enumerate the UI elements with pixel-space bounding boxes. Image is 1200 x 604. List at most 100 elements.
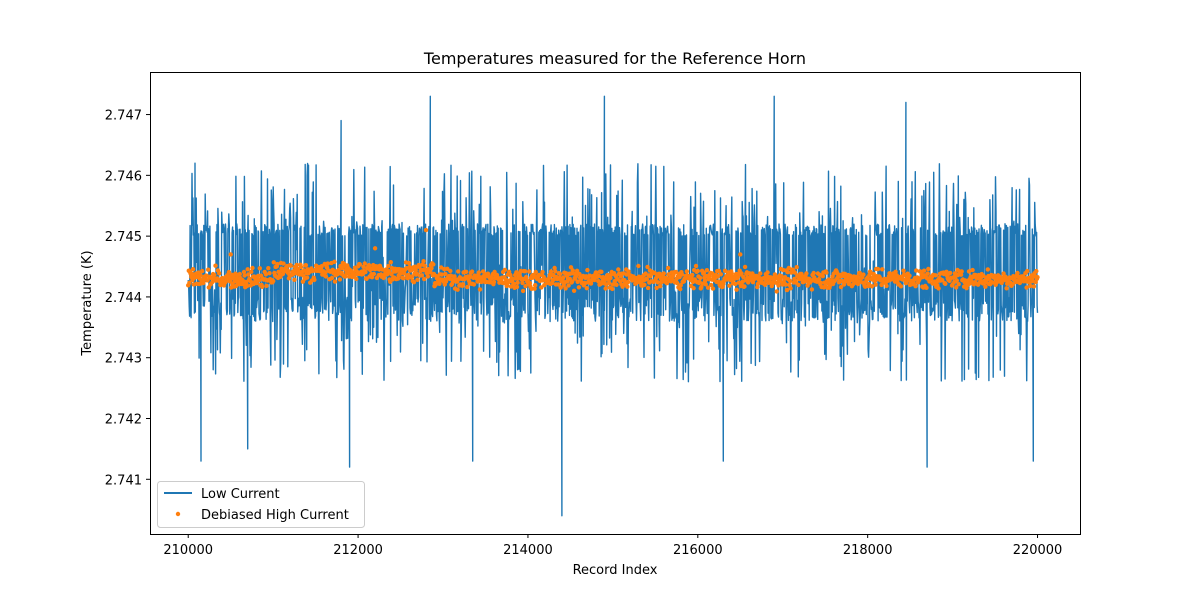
x-tick-label: 210000 <box>163 543 213 558</box>
data-point-high-current <box>603 286 608 291</box>
data-point-high-current <box>304 275 310 280</box>
data-point-high-current <box>884 283 889 289</box>
data-point-high-current <box>556 282 561 287</box>
data-point-high-current <box>260 284 265 289</box>
data-point-high-current <box>329 275 335 281</box>
data-point-high-current <box>476 270 481 275</box>
data-point-high-current <box>213 263 218 268</box>
data-point-high-current <box>875 266 881 272</box>
data-point-high-current <box>787 282 792 288</box>
y-tick-label: 2.746 <box>105 169 142 184</box>
data-point-high-current <box>678 286 683 292</box>
data-point-high-current <box>739 271 744 276</box>
data-point-high-current <box>966 269 972 274</box>
data-point-high-current <box>421 259 426 264</box>
data-point-high-current <box>409 274 415 279</box>
data-point-high-current <box>386 263 391 269</box>
data-point-high-current <box>303 263 309 268</box>
data-point-high-current <box>527 269 532 274</box>
data-point-high-current <box>439 272 444 277</box>
data-point-high-current <box>661 271 666 276</box>
data-point-high-current <box>395 276 401 281</box>
data-point-high-current <box>710 286 716 291</box>
data-point-high-current <box>443 271 448 277</box>
data-point-high-current <box>809 287 815 292</box>
y-axis: 2.741 2.742 2.743 2.744 2.745 2.746 2.747 <box>105 109 150 488</box>
data-point-high-current <box>250 265 255 271</box>
data-point-high-current <box>388 260 393 265</box>
data-point-high-current <box>371 271 377 277</box>
data-point-high-current <box>824 270 829 275</box>
data-point-high-current <box>560 275 566 280</box>
data-point-high-current <box>200 268 205 274</box>
data-point-high-current <box>933 273 938 278</box>
data-point-high-current <box>736 280 742 285</box>
data-point-high-current <box>735 275 740 280</box>
data-point-high-current <box>226 269 232 275</box>
data-point-high-current <box>818 280 824 286</box>
data-point-high-current <box>286 268 291 274</box>
data-point-high-current <box>477 287 483 292</box>
data-point-high-current <box>1031 284 1037 289</box>
data-point-high-current <box>527 280 532 286</box>
data-point-high-current <box>741 274 746 280</box>
data-point-high-current <box>1034 268 1039 274</box>
data-point-high-current <box>533 269 538 275</box>
data-point-high-current <box>1004 286 1009 291</box>
x-tick-label: 212000 <box>333 543 383 558</box>
data-point-high-current <box>710 271 715 276</box>
data-point-high-current <box>701 270 707 275</box>
data-point-high-current <box>217 271 222 276</box>
data-point-high-current <box>907 273 912 278</box>
data-point-high-current <box>985 267 990 272</box>
data-point-high-current <box>733 281 738 287</box>
data-point-high-current <box>1028 283 1033 289</box>
x-tick-label: 220000 <box>1013 543 1063 558</box>
data-point-high-current <box>520 280 525 286</box>
data-point-high-current <box>288 263 293 268</box>
data-point-high-current <box>645 285 651 291</box>
y-tick-label: 2.744 <box>105 291 142 306</box>
data-point-high-current <box>698 275 703 281</box>
data-point-high-current <box>201 280 206 286</box>
data-point-high-current <box>577 271 582 277</box>
data-point-high-current <box>893 269 898 274</box>
data-point-high-current <box>742 264 748 270</box>
data-point-high-current <box>406 260 412 266</box>
data-point-high-current <box>363 269 368 275</box>
data-point-high-current <box>332 279 338 284</box>
data-point-high-current <box>325 261 330 266</box>
data-point-high-current <box>422 263 427 268</box>
data-point-high-current <box>792 270 798 275</box>
data-point-high-current <box>959 269 964 274</box>
data-point-high-current <box>552 265 557 271</box>
data-point-high-current <box>607 280 612 286</box>
data-point-high-current <box>452 274 457 279</box>
data-point-high-current <box>1001 271 1006 276</box>
data-point-high-current <box>266 266 271 271</box>
data-point-high-current <box>804 271 809 276</box>
data-point-high-current <box>642 282 647 287</box>
data-point-high-current <box>873 282 878 287</box>
data-point-high-current <box>948 270 953 276</box>
data-point-high-current <box>914 268 919 273</box>
data-point-high-current <box>784 287 790 293</box>
data-point-high-current <box>716 268 722 274</box>
data-point-high-current <box>655 280 660 285</box>
data-point-high-current <box>734 287 739 292</box>
data-point-high-current <box>187 280 192 285</box>
data-point-high-current <box>592 277 597 283</box>
data-point-high-current <box>423 227 429 233</box>
data-point-high-current <box>386 269 392 274</box>
data-point-high-current <box>264 283 269 288</box>
data-point-high-current <box>212 272 217 278</box>
data-point-high-current <box>921 268 927 273</box>
data-point-high-current <box>469 269 475 274</box>
data-point-high-current <box>532 286 537 291</box>
x-tick-label: 214000 <box>503 543 553 558</box>
data-point-high-current <box>869 284 875 289</box>
data-point-high-current <box>879 282 884 288</box>
data-point-high-current <box>292 277 297 282</box>
data-point-high-current <box>456 269 461 274</box>
